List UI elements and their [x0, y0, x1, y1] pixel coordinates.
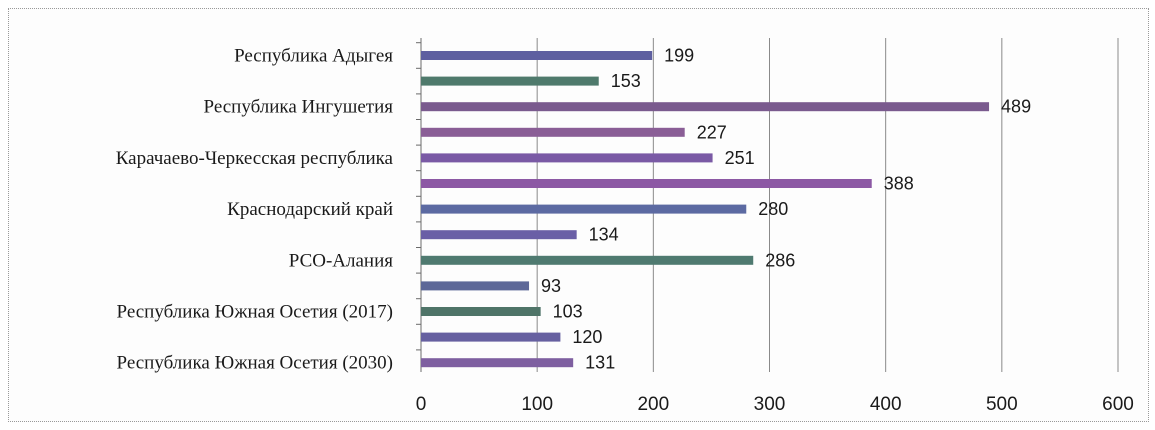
bar: [421, 51, 653, 60]
bar: [421, 230, 577, 240]
bar: [421, 102, 990, 112]
bar: [421, 153, 713, 163]
category-label: Республика Южная Осетия (2030): [117, 353, 393, 374]
category-label: Карачаево-Черкесская республика: [116, 148, 394, 169]
x-tick-label: 400: [870, 394, 902, 415]
label-layer: 199 153 489 227 251 388 280 134 286 93 103 120 131 Ре…: [116, 46, 1031, 374]
data-label: 286: [765, 250, 795, 270]
data-label: 93: [541, 276, 561, 296]
x-tick-label: 0: [416, 394, 427, 415]
data-label: 227: [697, 122, 727, 142]
data-label: 280: [758, 199, 788, 219]
bar: [421, 76, 599, 86]
tick-layer: 0 100 200 300 400 500 600: [416, 394, 1134, 415]
data-label: 131: [585, 353, 615, 373]
bar-layer: [421, 51, 990, 368]
category-label: Республика Южная Осетия (2017): [117, 302, 393, 323]
grid-layer: [416, 38, 1119, 372]
bar: [421, 307, 541, 316]
category-label: Краснодарский край: [227, 199, 393, 220]
bar: [421, 255, 754, 265]
x-tick-label: 600: [1102, 394, 1134, 415]
bar: [421, 332, 561, 342]
x-tick-label: 200: [637, 394, 669, 415]
data-label: 199: [664, 46, 694, 66]
bar: [421, 358, 574, 368]
x-tick-label: 100: [521, 394, 553, 415]
data-label: 134: [589, 225, 619, 245]
bar: [421, 204, 747, 214]
data-label: 251: [725, 148, 755, 168]
x-tick-label: 500: [986, 394, 1018, 415]
data-label: 120: [572, 327, 602, 347]
bar: [421, 281, 530, 291]
data-label: 153: [611, 71, 641, 91]
category-label: Республика Ингушетия: [204, 97, 394, 118]
x-tick-label: 300: [754, 394, 786, 415]
data-label: 489: [1001, 97, 1031, 117]
data-label: 388: [884, 174, 914, 194]
category-label: РСО-Алания: [289, 250, 393, 271]
category-label: Республика Адыгея: [234, 46, 393, 67]
bar: [421, 127, 685, 137]
bar: [421, 179, 872, 188]
data-label: 103: [553, 302, 583, 322]
